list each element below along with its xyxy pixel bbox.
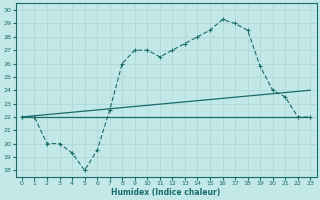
X-axis label: Humidex (Indice chaleur): Humidex (Indice chaleur) [111,188,221,197]
